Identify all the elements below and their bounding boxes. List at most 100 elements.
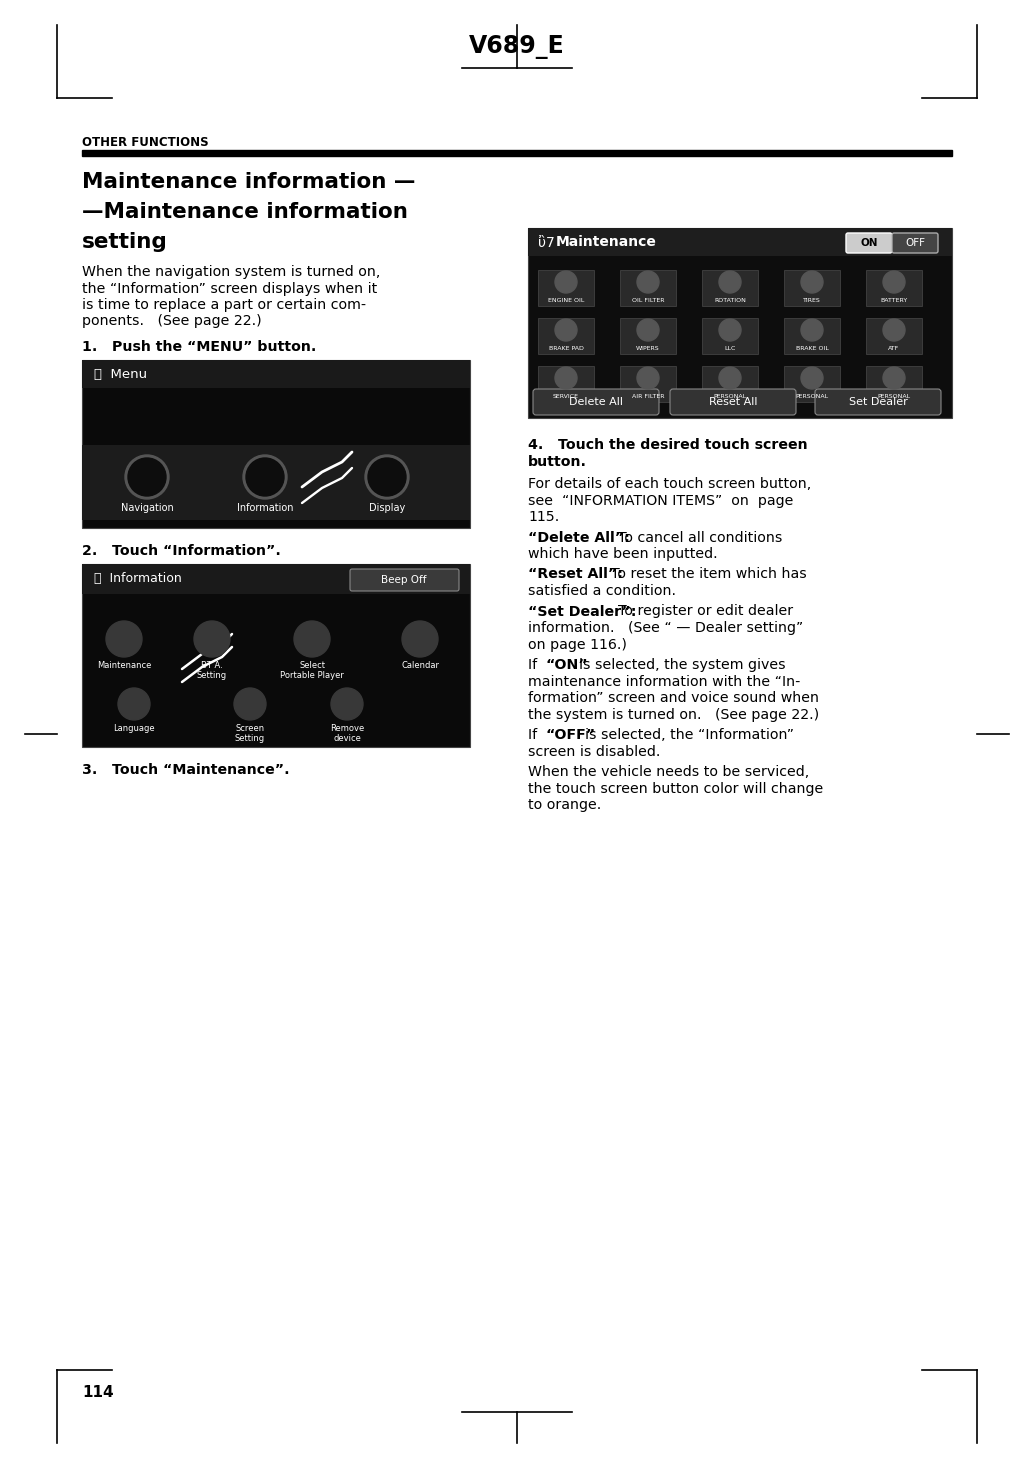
Text: see  “INFORMATION ITEMS”  on  page: see “INFORMATION ITEMS” on page <box>528 493 793 508</box>
Circle shape <box>719 319 741 341</box>
Text: To reset the item which has: To reset the item which has <box>603 568 808 581</box>
Text: PERSONAL: PERSONAL <box>713 393 747 399</box>
FancyBboxPatch shape <box>815 389 941 415</box>
Circle shape <box>555 367 577 389</box>
Text: 115.: 115. <box>528 509 559 524</box>
Text: WIPERS: WIPERS <box>636 346 660 351</box>
Text: OIL FILTER: OIL FILTER <box>632 298 664 302</box>
Text: information.   (See “ — Dealer setting”: information. (See “ — Dealer setting” <box>528 621 803 636</box>
Bar <box>82 564 470 747</box>
Text: PERSONAL: PERSONAL <box>878 393 911 399</box>
Bar <box>538 366 594 402</box>
Text: OFF: OFF <box>905 238 925 248</box>
Text: BT A.
Setting: BT A. Setting <box>196 661 227 680</box>
Text: To register or edit dealer: To register or edit dealer <box>609 605 793 618</box>
Circle shape <box>801 367 823 389</box>
Text: ENGINE OIL: ENGINE OIL <box>548 298 584 302</box>
Text: the touch screen button color will change: the touch screen button color will chang… <box>528 781 823 796</box>
Text: 4.   Touch the desired touch screen: 4. Touch the desired touch screen <box>528 437 808 452</box>
Circle shape <box>637 367 659 389</box>
Circle shape <box>402 621 438 658</box>
Text: 3.   Touch “Maintenance”.: 3. Touch “Maintenance”. <box>82 763 290 777</box>
Bar <box>784 366 840 402</box>
Bar <box>620 366 676 402</box>
Circle shape <box>118 688 150 719</box>
Text: is selected, the system gives: is selected, the system gives <box>570 658 786 672</box>
Bar <box>82 360 470 528</box>
Bar <box>82 564 470 595</box>
Text: Delete All: Delete All <box>569 396 624 407</box>
Text: Navigation: Navigation <box>121 504 174 512</box>
Bar <box>702 270 758 305</box>
Text: V689_E: V689_E <box>469 35 565 59</box>
Text: Information: Information <box>237 504 294 512</box>
Text: Calendar: Calendar <box>401 661 439 669</box>
Text: Maintenance information —: Maintenance information — <box>82 172 416 192</box>
Text: Screen
Setting: Screen Setting <box>235 724 265 743</box>
Text: If: If <box>528 658 542 672</box>
Text: BRAKE PAD: BRAKE PAD <box>549 346 583 351</box>
Circle shape <box>637 272 659 294</box>
Text: ⎕  Menu: ⎕ Menu <box>94 368 147 382</box>
Circle shape <box>125 455 169 499</box>
Text: ROTATION: ROTATION <box>714 298 746 302</box>
Bar <box>538 270 594 305</box>
Text: is time to replace a part or certain com-: is time to replace a part or certain com… <box>82 298 366 313</box>
Bar <box>538 319 594 354</box>
Circle shape <box>637 319 659 341</box>
Text: on page 116.): on page 116.) <box>528 637 627 652</box>
Circle shape <box>801 272 823 294</box>
Bar <box>702 366 758 402</box>
Bar <box>82 150 952 156</box>
Text: ON: ON <box>860 238 878 248</box>
Text: To cancel all conditions: To cancel all conditions <box>609 530 782 545</box>
Text: When the vehicle needs to be serviced,: When the vehicle needs to be serviced, <box>528 765 810 780</box>
FancyBboxPatch shape <box>892 233 938 252</box>
Circle shape <box>555 272 577 294</box>
Text: the system is turned on.   (See page 22.): the system is turned on. (See page 22.) <box>528 708 819 721</box>
Text: button.: button. <box>528 455 587 468</box>
Circle shape <box>246 458 284 496</box>
FancyBboxPatch shape <box>533 389 659 415</box>
Circle shape <box>294 621 330 658</box>
Circle shape <box>234 688 266 719</box>
Bar <box>866 270 922 305</box>
Text: Remove
device: Remove device <box>330 724 364 743</box>
FancyBboxPatch shape <box>349 570 459 592</box>
Text: satisfied a condition.: satisfied a condition. <box>528 584 676 597</box>
Text: SERVICE: SERVICE <box>553 393 579 399</box>
Text: OTHER FUNCTIONS: OTHER FUNCTIONS <box>82 137 209 148</box>
Text: PERSONAL: PERSONAL <box>795 393 828 399</box>
Text: AIR FILTER: AIR FILTER <box>632 393 664 399</box>
Circle shape <box>368 458 406 496</box>
Circle shape <box>365 455 409 499</box>
Text: “OFF”: “OFF” <box>545 728 596 741</box>
Text: “Delete All”:: “Delete All”: <box>528 530 630 545</box>
Text: Set Dealer: Set Dealer <box>849 396 908 407</box>
Circle shape <box>128 458 166 496</box>
Bar <box>528 228 952 418</box>
Text: Reset All: Reset All <box>708 396 757 407</box>
Circle shape <box>883 272 905 294</box>
Circle shape <box>719 272 741 294</box>
Circle shape <box>107 621 142 658</box>
Text: 2.   Touch “Information”.: 2. Touch “Information”. <box>82 545 281 558</box>
Text: BRAKE OIL: BRAKE OIL <box>795 346 828 351</box>
Text: LLC: LLC <box>724 346 735 351</box>
Text: Language: Language <box>113 724 155 733</box>
Bar <box>620 319 676 354</box>
Text: formation” screen and voice sound when: formation” screen and voice sound when <box>528 691 819 705</box>
Text: ⓘ  Information: ⓘ Information <box>94 573 182 586</box>
Circle shape <box>719 367 741 389</box>
Text: is selected, the “Information”: is selected, the “Information” <box>576 728 794 741</box>
Bar <box>82 360 470 388</box>
Circle shape <box>555 319 577 341</box>
Text: the “Information” screen displays when it: the “Information” screen displays when i… <box>82 282 377 295</box>
Text: screen is disabled.: screen is disabled. <box>528 744 661 759</box>
Text: Beep Off: Beep Off <box>382 575 427 586</box>
Text: Display: Display <box>369 504 405 512</box>
Text: For details of each touch screen button,: For details of each touch screen button, <box>528 477 812 490</box>
Text: “Reset All”:: “Reset All”: <box>528 568 624 581</box>
Circle shape <box>194 621 230 658</box>
Bar <box>784 319 840 354</box>
